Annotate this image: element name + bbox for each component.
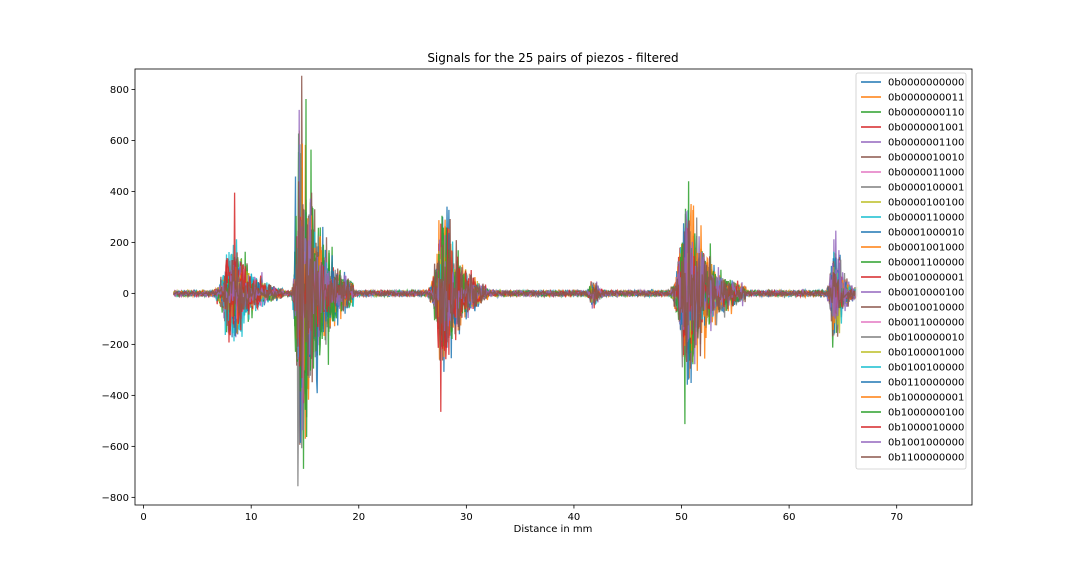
x-tick-label: 50	[675, 512, 688, 523]
series-line-0b0100000010	[173, 144, 858, 487]
y-axis: −800 −600 −400 −200 0 200 400 600 800	[102, 85, 135, 504]
y-tick-label: −600	[102, 442, 129, 453]
series-line-0b0001100000	[173, 149, 858, 469]
legend-entry: 0b0010000001	[888, 273, 964, 284]
legend-entry: 0b0010000100	[888, 288, 964, 299]
legend-entry: 0b0000010010	[888, 153, 964, 164]
legend-entry: 0b0001100000	[888, 258, 964, 269]
series-line-0b0110000000	[173, 176, 858, 443]
series-line-0b1100000000	[173, 181, 858, 383]
x-axis-label: Distance in mm	[514, 524, 593, 535]
y-tick-label: 200	[110, 238, 129, 249]
x-tick-label: 0	[140, 512, 146, 523]
legend-entry: 0b0010010000	[888, 303, 964, 314]
series-line-0b0000100001	[173, 199, 858, 418]
legend-entry: 0b0001001000	[888, 243, 964, 254]
legend-entry: 0b0000100001	[888, 183, 964, 194]
series-line-0b0100001000	[173, 230, 858, 338]
legend-entry: 0b0000000110	[888, 108, 964, 119]
y-tick-label: −400	[102, 391, 129, 402]
series-line-0b0010000100	[173, 230, 858, 380]
series-line-0b0000010010	[173, 75, 858, 380]
series-line-0b0011000000	[173, 215, 858, 411]
legend-entry: 0b0000000000	[888, 78, 964, 89]
series-line-0b0000001100	[173, 211, 858, 355]
series-line-0b0000000110	[173, 133, 858, 361]
series-line-0b1000000001	[173, 143, 857, 401]
series-line-0b1001000000	[173, 109, 858, 431]
y-tick-label: 0	[123, 289, 129, 300]
x-tick-label: 30	[460, 512, 473, 523]
legend-entry: 0b0001000010	[888, 228, 964, 239]
legend-entry: 0b0000000011	[888, 93, 964, 104]
legend-entry: 0b0000110000	[888, 213, 964, 224]
legend-entry: 0b1000010000	[888, 423, 964, 434]
legend-entry: 0b0011000000	[888, 318, 964, 329]
y-tick-label: −200	[102, 340, 129, 351]
legend-entry: 0b0000001100	[888, 138, 964, 149]
series-line-0b0001001000	[173, 130, 858, 400]
x-axis: 0 10 20 30 40 50 60 70	[140, 505, 903, 523]
legend-entry: 0b0100001000	[888, 348, 964, 359]
x-tick-label: 70	[890, 512, 903, 523]
series-line-0b1000000100	[173, 98, 858, 438]
series-line-0b0010000001	[173, 211, 858, 404]
series-line-0b0100100000	[173, 144, 858, 387]
legend-entry: 0b1001000000	[888, 438, 964, 449]
y-tick-label: 800	[110, 85, 129, 96]
legend-entry: 0b0110000000	[888, 378, 964, 389]
series-line-0b0010010000	[173, 192, 858, 445]
series-line-0b0000000011	[173, 203, 858, 439]
legend-entry: 0b0000011000	[888, 168, 964, 179]
x-tick-label: 60	[783, 512, 796, 523]
y-tick-label: −800	[102, 493, 129, 504]
x-tick-label: 40	[568, 512, 581, 523]
x-tick-label: 20	[352, 512, 365, 523]
legend-entry: 0b0000001001	[888, 123, 964, 134]
series-layer	[173, 75, 858, 487]
legend-entry: 0b1000000100	[888, 408, 964, 419]
plot-area-frame	[134, 68, 973, 506]
legend-entry: 0b0100000010	[888, 333, 964, 344]
series-line-0b0000001001	[173, 208, 858, 401]
y-tick-label: 400	[110, 187, 129, 198]
series-line-0b1000010000	[173, 192, 858, 412]
chart-title: Signals for the 25 pairs of piezos - fil…	[427, 51, 678, 65]
legend-entry: 0b0100100000	[888, 363, 964, 374]
x-tick-label: 10	[245, 512, 258, 523]
legend: 0b0000000000 0b0000000011 0b0000000110 0b00…	[855, 72, 967, 470]
legend-entry: 0b0000100100	[888, 198, 964, 209]
y-tick-label: 600	[110, 136, 129, 147]
series-line-0b0001000010	[173, 206, 858, 365]
legend-box	[855, 72, 967, 470]
legend-entry: 0b1100000000	[888, 453, 964, 464]
legend-entry: 0b1000000001	[888, 393, 964, 404]
